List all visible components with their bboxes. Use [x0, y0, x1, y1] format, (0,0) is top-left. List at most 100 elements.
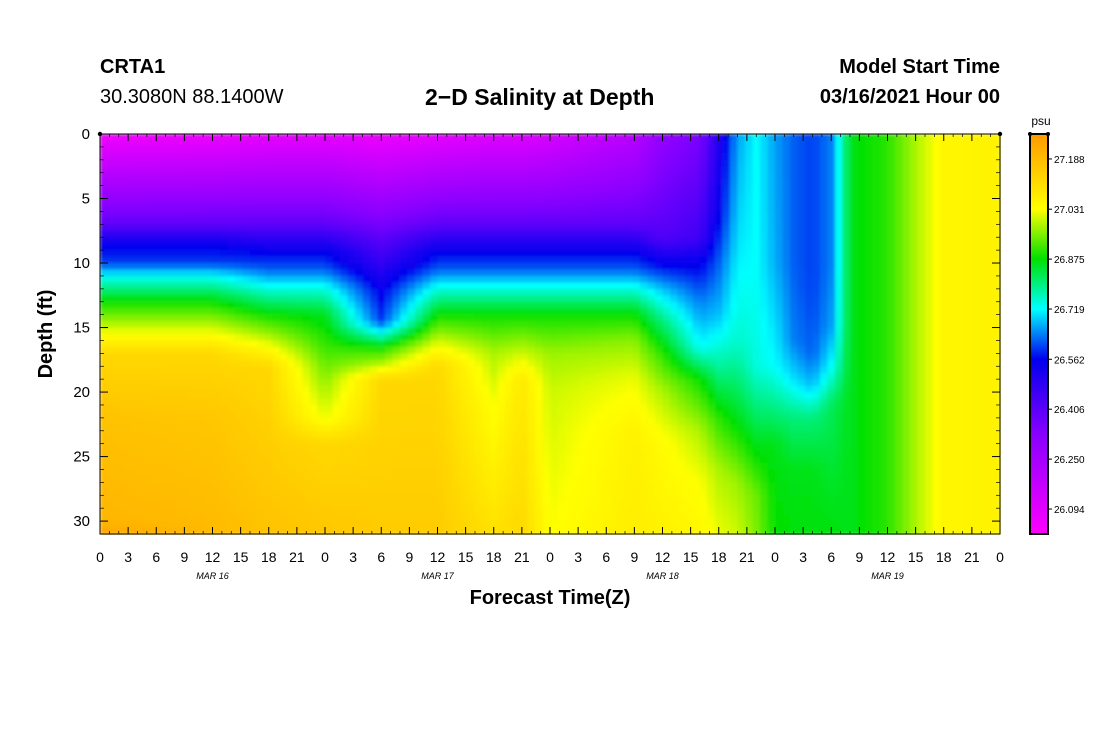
heatmap-cell [325, 314, 334, 322]
heatmap-cell [580, 217, 589, 225]
heatmap-cell [625, 508, 634, 516]
heatmap-cell [182, 456, 191, 464]
heatmap-cell [197, 314, 206, 322]
heatmap-cell [220, 237, 229, 245]
heatmap-cell [542, 288, 551, 296]
heatmap-cell [685, 463, 694, 471]
heatmap-cell [572, 159, 581, 167]
heatmap-cell [325, 204, 334, 213]
heatmap-cell [385, 508, 394, 516]
heatmap-cell [640, 237, 649, 245]
heatmap-cell [415, 495, 424, 503]
heatmap-cell [287, 166, 296, 174]
heatmap-cell [250, 250, 259, 258]
heatmap-cell [182, 417, 191, 425]
heatmap-cell [640, 295, 649, 303]
heatmap-cell [677, 192, 686, 200]
heatmap-cell [175, 450, 184, 458]
heatmap-cell [572, 411, 581, 419]
heatmap-cell [265, 243, 274, 251]
heatmap-cell [242, 140, 251, 148]
plot-title: 2−D Salinity at Depth [425, 84, 655, 110]
heatmap-cell [647, 198, 656, 206]
heatmap-cell [475, 204, 484, 213]
heatmap-cell [122, 314, 131, 322]
heatmap-cell [355, 514, 364, 522]
heatmap-cell [295, 250, 304, 258]
heatmap-cell [617, 372, 626, 380]
heatmap-cell [250, 224, 259, 232]
heatmap-cell [295, 134, 304, 142]
heatmap-cell [347, 159, 356, 167]
heatmap-cell [512, 424, 521, 432]
heatmap-cell [280, 443, 289, 451]
heatmap-cell [557, 198, 566, 206]
heatmap-cell [310, 527, 319, 535]
heatmap-cell [670, 256, 679, 264]
heatmap-cell [422, 269, 431, 277]
heatmap-cell [212, 134, 221, 142]
heatmap-cell [182, 263, 191, 271]
heatmap-cell [122, 230, 131, 238]
heatmap-cell [160, 346, 169, 354]
heatmap-cell [302, 224, 311, 232]
heatmap-cell [370, 140, 379, 148]
heatmap-cell [355, 469, 364, 477]
heatmap-cell [512, 346, 521, 354]
heatmap-cell [602, 179, 611, 187]
heatmap-cell [235, 482, 244, 490]
heatmap-cell [445, 217, 454, 225]
heatmap-cell [640, 404, 649, 413]
heatmap-cell [512, 301, 521, 309]
heatmap-cell [430, 424, 439, 432]
heatmap-cell [505, 456, 514, 464]
heatmap-cell [160, 263, 169, 271]
heatmap-cell [512, 288, 521, 296]
heatmap-cell [310, 198, 319, 206]
heatmap-cell [340, 437, 349, 445]
heatmap-cell [505, 372, 514, 380]
heatmap-cell [632, 372, 641, 380]
heatmap-cell [107, 353, 116, 361]
heatmap-cell [580, 469, 589, 477]
heatmap-cell [257, 527, 266, 535]
heatmap-cell [542, 321, 551, 329]
heatmap-cell [692, 527, 701, 535]
heatmap-cell [242, 404, 251, 413]
heatmap-cell [610, 430, 619, 438]
heatmap-cell [280, 346, 289, 354]
heatmap-cell [317, 488, 326, 496]
heatmap-cell [257, 275, 266, 283]
heatmap-cell [160, 508, 169, 516]
heatmap-cell [137, 134, 146, 142]
heatmap-cell [422, 475, 431, 483]
heatmap-cell [122, 134, 131, 142]
heatmap-cell [407, 263, 416, 271]
heatmap-cell [647, 450, 656, 458]
heatmap-cell [557, 450, 566, 458]
heatmap-cell [137, 488, 146, 496]
heatmap-cell [160, 250, 169, 258]
heatmap-cell [452, 224, 461, 232]
heatmap-cell [475, 340, 484, 348]
heatmap-cell [205, 340, 214, 348]
heatmap-cell [625, 263, 634, 271]
heatmap-cell [640, 230, 649, 238]
heatmap-cell [467, 508, 476, 516]
heatmap-cell [377, 366, 386, 374]
heatmap-cell [280, 146, 289, 154]
heatmap-cell [205, 392, 214, 400]
heatmap-cell [535, 301, 544, 309]
heatmap-cell [272, 488, 281, 496]
heatmap-cell [100, 243, 109, 251]
heatmap-cell [280, 463, 289, 471]
heatmap-cell [617, 275, 626, 283]
heatmap-cell [520, 295, 529, 303]
heatmap-cell [557, 314, 566, 322]
heatmap-cell [482, 469, 491, 477]
heatmap-cell [685, 295, 694, 303]
heatmap-cell [662, 385, 671, 393]
heatmap-cell [205, 411, 214, 419]
heatmap-cell [415, 346, 424, 354]
heatmap-cell [145, 314, 154, 322]
